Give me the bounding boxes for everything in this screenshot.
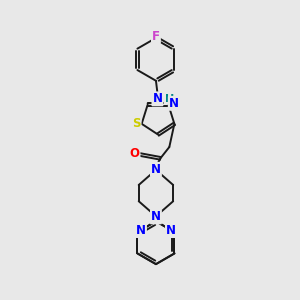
Text: O: O [130,147,140,161]
Text: N: N [166,224,176,237]
Text: N: N [152,92,162,105]
Text: H: H [165,94,174,104]
Text: F: F [152,30,160,43]
Text: N: N [151,210,161,224]
Text: N: N [169,97,179,110]
Text: N: N [136,224,146,237]
Text: S: S [132,117,141,130]
Text: N: N [151,163,161,176]
